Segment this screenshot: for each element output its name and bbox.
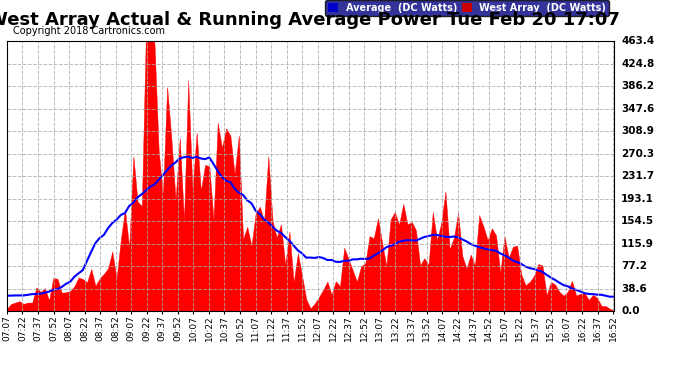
Text: 270.3: 270.3	[621, 149, 654, 159]
Text: 193.1: 193.1	[621, 194, 654, 204]
Text: 115.9: 115.9	[621, 239, 654, 249]
Text: 0.0: 0.0	[621, 306, 640, 316]
Text: 308.9: 308.9	[621, 126, 654, 136]
Text: 463.4: 463.4	[621, 36, 654, 46]
Text: 231.7: 231.7	[621, 171, 654, 181]
Text: 386.2: 386.2	[621, 81, 654, 91]
Text: West Array Actual & Running Average Power Tue Feb 20 17:07: West Array Actual & Running Average Powe…	[0, 11, 620, 29]
Text: 154.5: 154.5	[621, 216, 654, 226]
Text: 38.6: 38.6	[621, 284, 647, 294]
Text: 347.6: 347.6	[621, 104, 654, 114]
Legend: Average  (DC Watts), West Array  (DC Watts): Average (DC Watts), West Array (DC Watts…	[325, 0, 609, 16]
Text: 424.8: 424.8	[621, 59, 654, 69]
Text: Copyright 2018 Cartronics.com: Copyright 2018 Cartronics.com	[13, 26, 165, 36]
Text: 77.2: 77.2	[621, 261, 647, 271]
